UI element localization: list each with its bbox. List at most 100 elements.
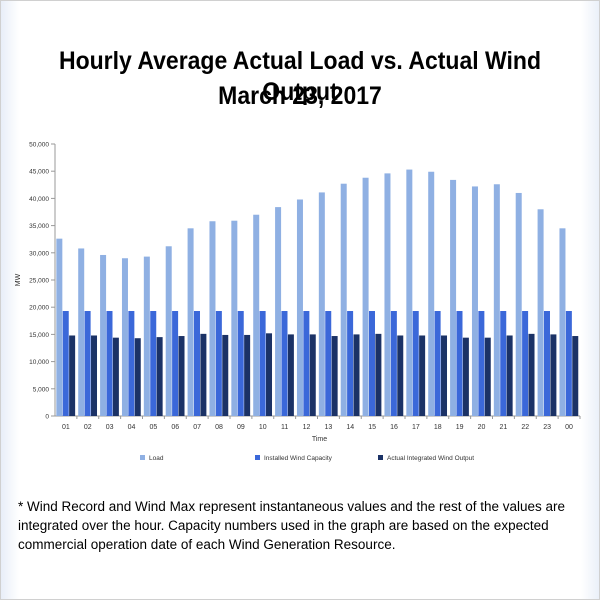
bar-actual-integrated-wind-output: [506, 335, 513, 416]
bar-installed-wind-capacity: [456, 311, 463, 416]
chart-subtitle: March 23, 2017: [218, 82, 382, 110]
x-tick-label: 10: [259, 424, 267, 431]
legend-swatch: [378, 455, 383, 460]
bar-actual-integrated-wind-output: [91, 335, 98, 416]
x-tick-label: 00: [565, 424, 573, 431]
bar-load: [100, 254, 107, 416]
x-tick-label: 19: [456, 424, 464, 431]
bar-actual-integrated-wind-output: [134, 338, 141, 416]
bar-load: [275, 207, 282, 416]
legend-label: Load: [149, 455, 164, 462]
bar-load: [209, 221, 216, 416]
bar-installed-wind-capacity: [543, 311, 550, 416]
x-tick-label: 16: [390, 424, 398, 431]
bar-load: [56, 238, 63, 416]
x-tick-label: 17: [412, 424, 420, 431]
bar-installed-wind-capacity: [237, 311, 244, 416]
bar-load: [296, 199, 303, 416]
bar-installed-wind-capacity: [62, 311, 69, 416]
bar-load: [340, 183, 347, 416]
x-tick-label: 23: [543, 424, 551, 431]
bar-actual-integrated-wind-output: [572, 336, 579, 416]
bar-load: [143, 256, 150, 416]
bar-load: [231, 220, 238, 416]
bar-installed-wind-capacity: [347, 311, 354, 416]
x-tick-label: 18: [434, 424, 442, 431]
bar-actual-integrated-wind-output: [484, 337, 491, 416]
x-tick-label: 08: [215, 424, 223, 431]
bar-installed-wind-capacity: [325, 311, 332, 416]
legend-swatch: [255, 455, 260, 460]
bar-actual-integrated-wind-output: [156, 337, 163, 416]
x-tick-label: 06: [171, 424, 179, 431]
bar-load: [471, 186, 478, 416]
y-tick-label: 0: [45, 414, 49, 421]
x-tick-label: 22: [521, 424, 529, 431]
bar-load: [406, 169, 413, 416]
legend-label: Installed Wind Capacity: [264, 455, 333, 462]
y-axis-title: MW: [15, 273, 22, 286]
bar-installed-wind-capacity: [150, 311, 157, 416]
bar-installed-wind-capacity: [281, 311, 288, 416]
bar-load: [318, 192, 325, 416]
bar-actual-integrated-wind-output: [287, 334, 294, 416]
y-tick-label: 5,000: [33, 386, 50, 393]
bar-actual-integrated-wind-output: [222, 334, 229, 416]
bar-actual-integrated-wind-output: [462, 337, 469, 416]
x-tick-label: 14: [346, 424, 354, 431]
chart-plot: 0 5,000 10,000 15,000 20,000 25,000 30,000 35,0…: [15, 142, 581, 462]
x-tick-label: 09: [237, 424, 245, 431]
bar-actual-integrated-wind-output: [112, 337, 119, 416]
bar-installed-wind-capacity: [390, 311, 397, 416]
bar-load: [121, 258, 128, 416]
bar-load: [515, 192, 522, 416]
bar-installed-wind-capacity: [522, 311, 529, 416]
y-tick-label: 20,000: [29, 305, 49, 312]
bar-load: [493, 184, 500, 416]
y-tick-label: 25,000: [29, 278, 49, 285]
bar-load: [384, 173, 391, 416]
y-tick-label: 40,000: [29, 196, 49, 203]
bar-load: [78, 248, 85, 416]
bar-load: [253, 214, 260, 416]
bar-actual-integrated-wind-output: [528, 333, 535, 416]
bar-load: [165, 246, 172, 416]
bar-actual-integrated-wind-output: [375, 333, 382, 416]
bar-load: [537, 209, 544, 416]
bar-actual-integrated-wind-output: [419, 335, 426, 416]
bar-installed-wind-capacity: [368, 311, 375, 416]
bar-actual-integrated-wind-output: [397, 335, 404, 416]
legend-label: Actual Integrated Wind Output: [387, 455, 474, 462]
x-tick-label: 03: [106, 424, 114, 431]
bar-installed-wind-capacity: [215, 311, 222, 416]
x-tick-label: 11: [281, 424, 288, 431]
y-tick-label: 50,000: [29, 142, 49, 149]
bar-installed-wind-capacity: [128, 311, 135, 416]
x-tick-label: 05: [150, 424, 158, 431]
y-tick-label: 15,000: [29, 332, 49, 339]
x-tick-label: 02: [84, 424, 92, 431]
bar-installed-wind-capacity: [478, 311, 485, 416]
x-tick-label: 13: [325, 424, 333, 431]
bar-load: [428, 171, 435, 416]
y-tick-label: 35,000: [29, 223, 49, 230]
x-tick-label: 15: [368, 424, 376, 431]
bar-load: [187, 228, 194, 416]
legend-swatch: [140, 455, 145, 460]
bar-installed-wind-capacity: [172, 311, 179, 416]
footnote: * Wind Record and Wind Max represent ins…: [18, 499, 566, 552]
bar-installed-wind-capacity: [84, 311, 91, 416]
bar-actual-integrated-wind-output: [309, 334, 316, 416]
x-tick-label: 12: [303, 424, 311, 431]
bar-load: [559, 228, 566, 416]
bar-installed-wind-capacity: [303, 311, 310, 416]
bar-actual-integrated-wind-output: [200, 333, 207, 416]
bar-installed-wind-capacity: [500, 311, 507, 416]
bar-installed-wind-capacity: [106, 311, 113, 416]
bar-actual-integrated-wind-output: [266, 333, 273, 416]
bar-actual-integrated-wind-output: [331, 336, 338, 416]
bar-installed-wind-capacity: [434, 311, 441, 416]
x-tick-label: 20: [478, 424, 486, 431]
x-axis-title: Time: [312, 436, 327, 443]
bar-installed-wind-capacity: [193, 311, 200, 416]
